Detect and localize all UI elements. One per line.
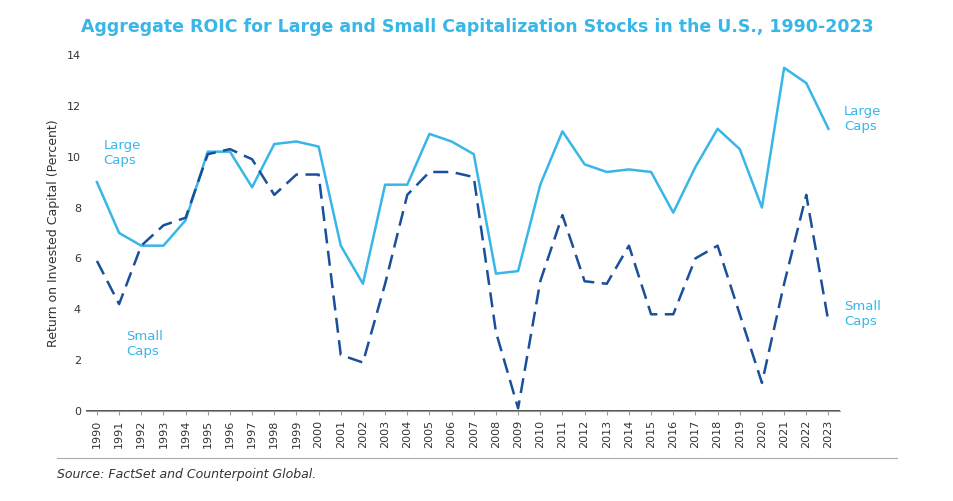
Text: Source: FactSet and Counterpoint Global.: Source: FactSet and Counterpoint Global.	[57, 468, 316, 481]
Text: Small
Caps: Small Caps	[126, 330, 162, 358]
Text: Large
Caps: Large Caps	[843, 105, 881, 133]
Text: Aggregate ROIC for Large and Small Capitalization Stocks in the U.S., 1990-2023: Aggregate ROIC for Large and Small Capit…	[81, 18, 872, 36]
Y-axis label: Return on Invested Capital (Percent): Return on Invested Capital (Percent)	[47, 119, 60, 347]
Text: Large
Caps: Large Caps	[104, 139, 141, 167]
Text: Small
Caps: Small Caps	[843, 300, 880, 328]
